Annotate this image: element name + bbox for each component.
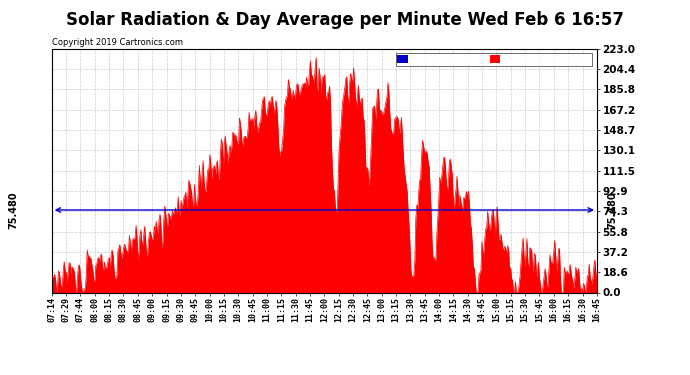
Text: Copyright 2019 Cartronics.com: Copyright 2019 Cartronics.com [52, 38, 183, 47]
Text: 75.480: 75.480 [607, 191, 617, 229]
Text: Solar Radiation & Day Average per Minute Wed Feb 6 16:57: Solar Radiation & Day Average per Minute… [66, 11, 624, 29]
Text: 75.480: 75.480 [9, 191, 19, 229]
Legend: Median (w/m2), Radiation (w/m2): Median (w/m2), Radiation (w/m2) [395, 53, 592, 66]
